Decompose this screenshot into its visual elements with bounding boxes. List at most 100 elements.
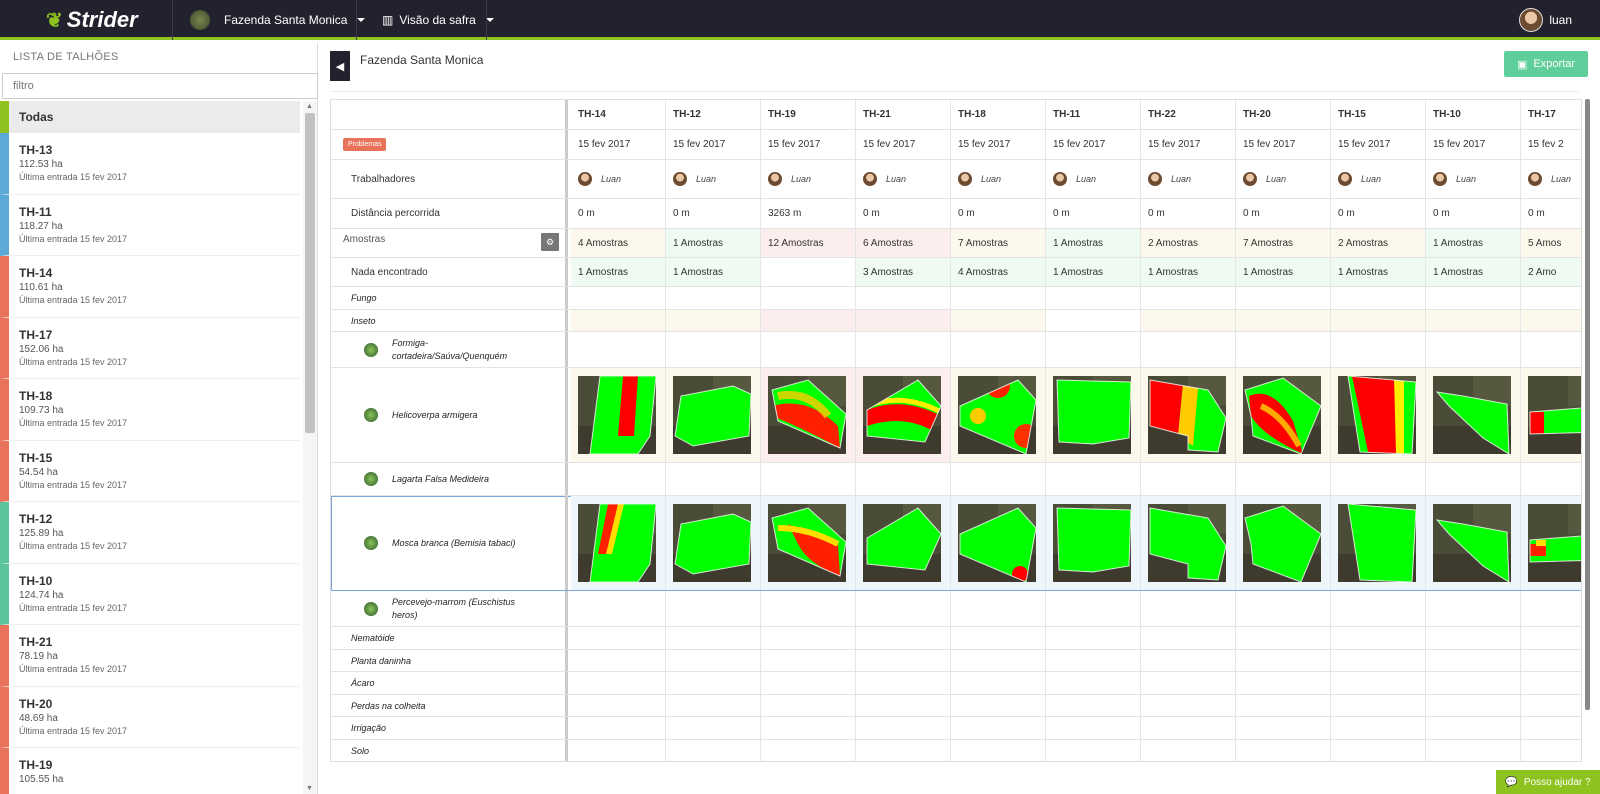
field-heatmap[interactable] xyxy=(768,504,846,582)
field-item-all[interactable]: Todas xyxy=(0,101,300,133)
heatmap-cell[interactable] xyxy=(666,496,761,590)
heatmap-cell[interactable] xyxy=(761,496,856,590)
column-header[interactable]: TH-22 xyxy=(1141,100,1236,129)
heatmap-cell[interactable] xyxy=(856,496,951,590)
column-header[interactable]: TH-15 xyxy=(1331,100,1426,129)
heatmap-cell[interactable] xyxy=(1331,496,1426,590)
field-heatmap[interactable] xyxy=(1243,376,1321,454)
field-item[interactable]: TH-13 112.53 ha Última entrada 15 fev 2017 xyxy=(0,133,300,195)
samples-count: 1 Amostras xyxy=(1433,237,1484,249)
field-heatmap[interactable] xyxy=(1528,504,1581,582)
heatmap-cell[interactable] xyxy=(1141,368,1236,462)
settings-icon[interactable]: ⚙ xyxy=(541,233,559,251)
field-item[interactable]: TH-20 48.69 ha Última entrada 15 fev 2017 xyxy=(0,686,300,748)
field-item[interactable]: TH-18 109.73 ha Última entrada 15 fev 2017 xyxy=(0,379,300,441)
column-header[interactable]: TH-14 xyxy=(571,100,666,129)
field-heatmap[interactable] xyxy=(958,504,1036,582)
table-cell[interactable]: 5 Amos xyxy=(1521,229,1581,257)
export-button[interactable]: ▣ Exportar xyxy=(1504,51,1588,77)
heatmap-cell[interactable] xyxy=(761,368,856,462)
table-cell[interactable]: 1 Amostras xyxy=(666,229,761,257)
field-heatmap[interactable] xyxy=(1243,504,1321,582)
field-heatmap[interactable] xyxy=(1148,504,1226,582)
field-heatmap[interactable] xyxy=(1053,376,1131,454)
field-heatmap[interactable] xyxy=(1528,376,1581,454)
heatmap-cell[interactable] xyxy=(1236,368,1331,462)
table-cell[interactable]: 7 Amostras xyxy=(951,229,1046,257)
field-heatmap[interactable] xyxy=(673,504,751,582)
sidebar-scrollbar[interactable]: ▲ ▼ xyxy=(303,101,317,794)
column-header[interactable]: TH-10 xyxy=(1426,100,1521,129)
heatmap-cell[interactable] xyxy=(1426,496,1521,590)
column-header[interactable]: TH-17 xyxy=(1521,100,1581,129)
field-item[interactable]: TH-17 152.06 ha Última entrada 15 fev 2017 xyxy=(0,317,300,379)
field-item[interactable]: TH-10 124.74 ha Última entrada 15 fev 2017 xyxy=(0,563,300,625)
table-cell[interactable]: 1 Amostras xyxy=(1046,229,1141,257)
field-heatmap[interactable] xyxy=(1433,376,1511,454)
heatmap-cell[interactable] xyxy=(571,368,666,462)
field-item[interactable]: TH-21 78.19 ha Última entrada 15 fev 2017 xyxy=(0,625,300,687)
heatmap-cell[interactable] xyxy=(1521,368,1581,462)
table-cell[interactable]: 12 Amostras xyxy=(761,229,856,257)
field-heatmap[interactable] xyxy=(1148,376,1226,454)
field-heatmap[interactable] xyxy=(1338,376,1416,454)
heatmap-cell[interactable] xyxy=(951,368,1046,462)
heatmap-cell[interactable] xyxy=(1426,368,1521,462)
table-cell: 1 Amostras xyxy=(1236,258,1331,286)
table-cell xyxy=(1331,332,1426,367)
heatmap-cell[interactable] xyxy=(1521,496,1581,590)
samples-count: 6 Amostras xyxy=(863,237,914,249)
field-heatmap[interactable] xyxy=(578,504,656,582)
column-header[interactable]: TH-19 xyxy=(761,100,856,129)
farm-selector[interactable]: Fazenda Santa Monica xyxy=(190,0,366,40)
field-heatmap[interactable] xyxy=(863,376,941,454)
column-header[interactable]: TH-12 xyxy=(666,100,761,129)
help-chat-button[interactable]: 💬 Posso ajudar ? xyxy=(1496,770,1600,794)
column-header[interactable]: TH-11 xyxy=(1046,100,1141,129)
field-item[interactable]: TH-15 54.54 ha Última entrada 15 fev 2017 xyxy=(0,440,300,502)
table-cell xyxy=(951,717,1046,739)
table-cell[interactable]: 1 Amostras xyxy=(1426,229,1521,257)
table-cell xyxy=(666,717,761,739)
table-cell[interactable]: 4 Amostras xyxy=(571,229,666,257)
field-heatmap[interactable] xyxy=(578,376,656,454)
field-item[interactable]: TH-12 125.89 ha Última entrada 15 fev 2017 xyxy=(0,502,300,564)
heatmap-cell[interactable] xyxy=(1236,496,1331,590)
field-item[interactable]: TH-11 118.27 ha Última entrada 15 fev 2017 xyxy=(0,194,300,256)
filter-input[interactable] xyxy=(2,73,318,99)
scrollbar-thumb[interactable] xyxy=(305,113,315,433)
field-heatmap[interactable] xyxy=(958,376,1036,454)
column-header[interactable]: TH-21 xyxy=(856,100,951,129)
table-cell[interactable]: 6 Amostras xyxy=(856,229,951,257)
table-cell[interactable]: 2 Amostras xyxy=(1331,229,1426,257)
field-heatmap[interactable] xyxy=(1433,504,1511,582)
scroll-down-icon[interactable]: ▼ xyxy=(306,785,313,792)
column-header[interactable]: TH-18 xyxy=(951,100,1046,129)
user-menu[interactable]: luan xyxy=(1519,0,1572,40)
field-item[interactable]: TH-19 105.55 ha xyxy=(0,748,300,794)
strider-logo[interactable]: ❦ Strider xyxy=(46,7,176,33)
heatmap-cell[interactable] xyxy=(951,496,1046,590)
field-item[interactable]: TH-14 110.61 ha Última entrada 15 fev 2017 xyxy=(0,256,300,318)
heatmap-cell[interactable] xyxy=(1331,368,1426,462)
heatmap-cell[interactable] xyxy=(1046,368,1141,462)
scroll-up-icon[interactable]: ▲ xyxy=(306,103,313,110)
table-cell: 0 m xyxy=(1141,199,1236,228)
field-heatmap[interactable] xyxy=(863,504,941,582)
field-heatmap[interactable] xyxy=(1053,504,1131,582)
heatmap-cell[interactable] xyxy=(571,496,666,590)
column-header[interactable]: TH-20 xyxy=(1236,100,1331,129)
heatmap-cell[interactable] xyxy=(1141,496,1236,590)
field-heatmap[interactable] xyxy=(768,376,846,454)
heatmap-cell[interactable] xyxy=(1046,496,1141,590)
back-button[interactable]: ◀ xyxy=(330,51,350,81)
table-scrollbar[interactable] xyxy=(1585,99,1590,710)
crop-view-menu[interactable]: ▥ Visão da safra xyxy=(382,0,494,40)
heatmap-cell[interactable] xyxy=(856,368,951,462)
field-heatmap[interactable] xyxy=(1338,504,1416,582)
table-cell xyxy=(1521,287,1581,309)
table-cell[interactable]: 7 Amostras xyxy=(1236,229,1331,257)
heatmap-cell[interactable] xyxy=(666,368,761,462)
table-cell[interactable]: 2 Amostras xyxy=(1141,229,1236,257)
field-heatmap[interactable] xyxy=(673,376,751,454)
